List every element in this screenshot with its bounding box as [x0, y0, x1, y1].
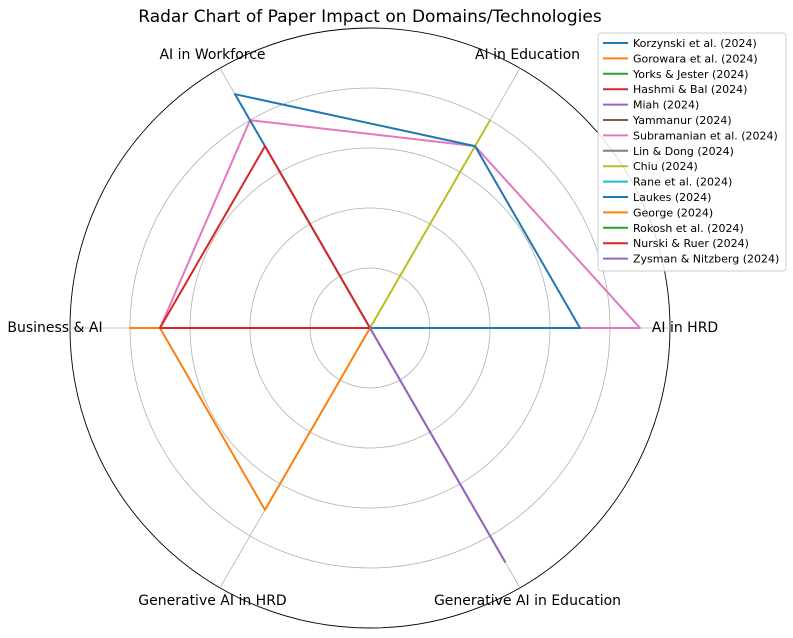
series-line-10 — [234, 93, 581, 329]
legend-label: Chiu (2024) — [633, 160, 698, 173]
legend-frame — [597, 32, 787, 272]
series-line-13 — [159, 145, 371, 329]
series-line-14 — [369, 327, 506, 563]
legend-label: Laukes (2024) — [633, 191, 711, 204]
chart-title: Radar Chart of Paper Impact on Domains/T… — [138, 7, 602, 27]
axis-labels: AI in HRD AI in Education AI in Workforce B… — [7, 47, 718, 609]
axis-label: AI in Education — [475, 47, 580, 63]
legend-items: Korzynski et al. (2024) Gorowara et al. (… — [603, 37, 779, 266]
legend-label: Rane et al. (2024) — [633, 176, 732, 189]
legend-label: Zysman & Nitzberg (2024) — [633, 253, 779, 266]
series-line-8 — [369, 119, 491, 329]
legend-label: Miah (2024) — [633, 99, 699, 112]
axis-label: Generative AI in HRD — [138, 593, 286, 609]
axis-label: AI in HRD — [652, 320, 718, 336]
legend-label: Yammanur (2024) — [632, 114, 732, 127]
legend-label: Subramanian et al. (2024) — [633, 129, 778, 142]
legend-label: Hashmi & Bal (2024) — [633, 83, 747, 96]
series-line-11 — [159, 327, 371, 511]
legend-label: Rokosh et al. (2024) — [633, 222, 744, 235]
legend-label: Nurski & Ruer (2024) — [633, 237, 749, 250]
legend-label: Lin & Dong (2024) — [633, 145, 734, 158]
radar-series — [129, 93, 641, 563]
legend-label: Yorks & Jester (2024) — [632, 68, 749, 81]
series-line-6 — [159, 119, 641, 329]
axis-label: Generative AI in Education — [434, 593, 621, 609]
axis-label: AI in Workforce — [159, 47, 265, 63]
legend: Korzynski et al. (2024) Gorowara et al. (… — [597, 32, 787, 272]
axis-label: Business & AI — [7, 320, 102, 336]
legend-label: George (2024) — [633, 206, 713, 219]
legend-label: Korzynski et al. (2024) — [633, 37, 757, 50]
legend-label: Gorowara et al. (2024) — [633, 52, 758, 65]
